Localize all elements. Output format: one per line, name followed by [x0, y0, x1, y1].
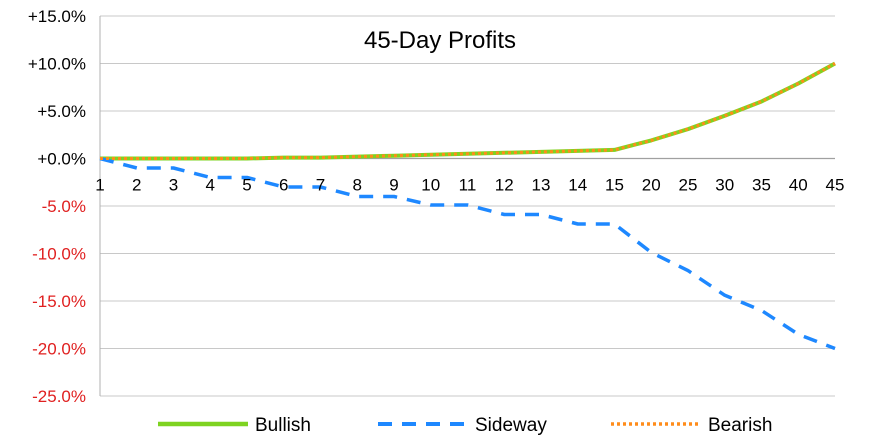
legend: Bullish Sideway Bearish — [158, 415, 772, 436]
y-axis-ticks: +15.0% +10.0% +5.0% +0.0% -5.0% -10.0% -15.0% -… — [28, 7, 86, 406]
x-tick-label: 6 — [279, 176, 288, 195]
x-tick-label: 40 — [789, 176, 808, 195]
legend-label-bullish: Bullish — [255, 415, 311, 436]
y-tick-label: -25.0% — [32, 387, 86, 406]
x-tick-label: 4 — [206, 176, 215, 195]
x-tick-label: 3 — [169, 176, 178, 195]
legend-label-bearish: Bearish — [708, 415, 772, 436]
y-tick-label: -10.0% — [32, 245, 86, 264]
series-line-bearish — [100, 62, 836, 160]
x-tick-label: 5 — [242, 176, 251, 195]
x-tick-label: 14 — [568, 176, 587, 195]
series-lines — [99, 61, 836, 351]
x-tick-label: 2 — [132, 176, 141, 195]
x-tick-label: 11 — [459, 176, 477, 195]
y-tick-label: +15.0% — [28, 7, 86, 26]
y-tick-label: -20.0% — [32, 340, 86, 359]
x-tick-label: 30 — [715, 176, 734, 195]
y-tick-label: +10.0% — [28, 55, 86, 74]
y-tick-label: +0.0% — [37, 150, 86, 169]
y-tick-label: +5.0% — [37, 102, 86, 121]
x-tick-label: 8 — [353, 176, 362, 195]
x-tick-label: 15 — [605, 176, 624, 195]
x-tick-label: 35 — [752, 176, 771, 195]
x-tick-label: 25 — [679, 176, 698, 195]
x-tick-label: 12 — [495, 176, 514, 195]
series-line-sideway — [99, 156, 836, 351]
x-tick-label: 13 — [532, 176, 551, 195]
x-tick-label: 45 — [826, 176, 845, 195]
y-tick-label: -5.0% — [42, 197, 86, 216]
x-tick-label: 7 — [316, 176, 325, 195]
x-tick-label: 20 — [642, 176, 661, 195]
y-tick-label: -15.0% — [32, 292, 86, 311]
x-tick-label: 1 — [95, 176, 104, 195]
chart-title: 45-Day Profits — [364, 27, 516, 54]
legend-label-sideway: Sideway — [475, 415, 547, 436]
x-tick-label: 9 — [389, 176, 398, 195]
x-tick-label: 10 — [421, 176, 440, 195]
x-axis-ticks: 1 2 3 4 5 6 7 8 9 10 11 12 13 14 15 20 25 30 35 40 45 — [95, 176, 844, 195]
